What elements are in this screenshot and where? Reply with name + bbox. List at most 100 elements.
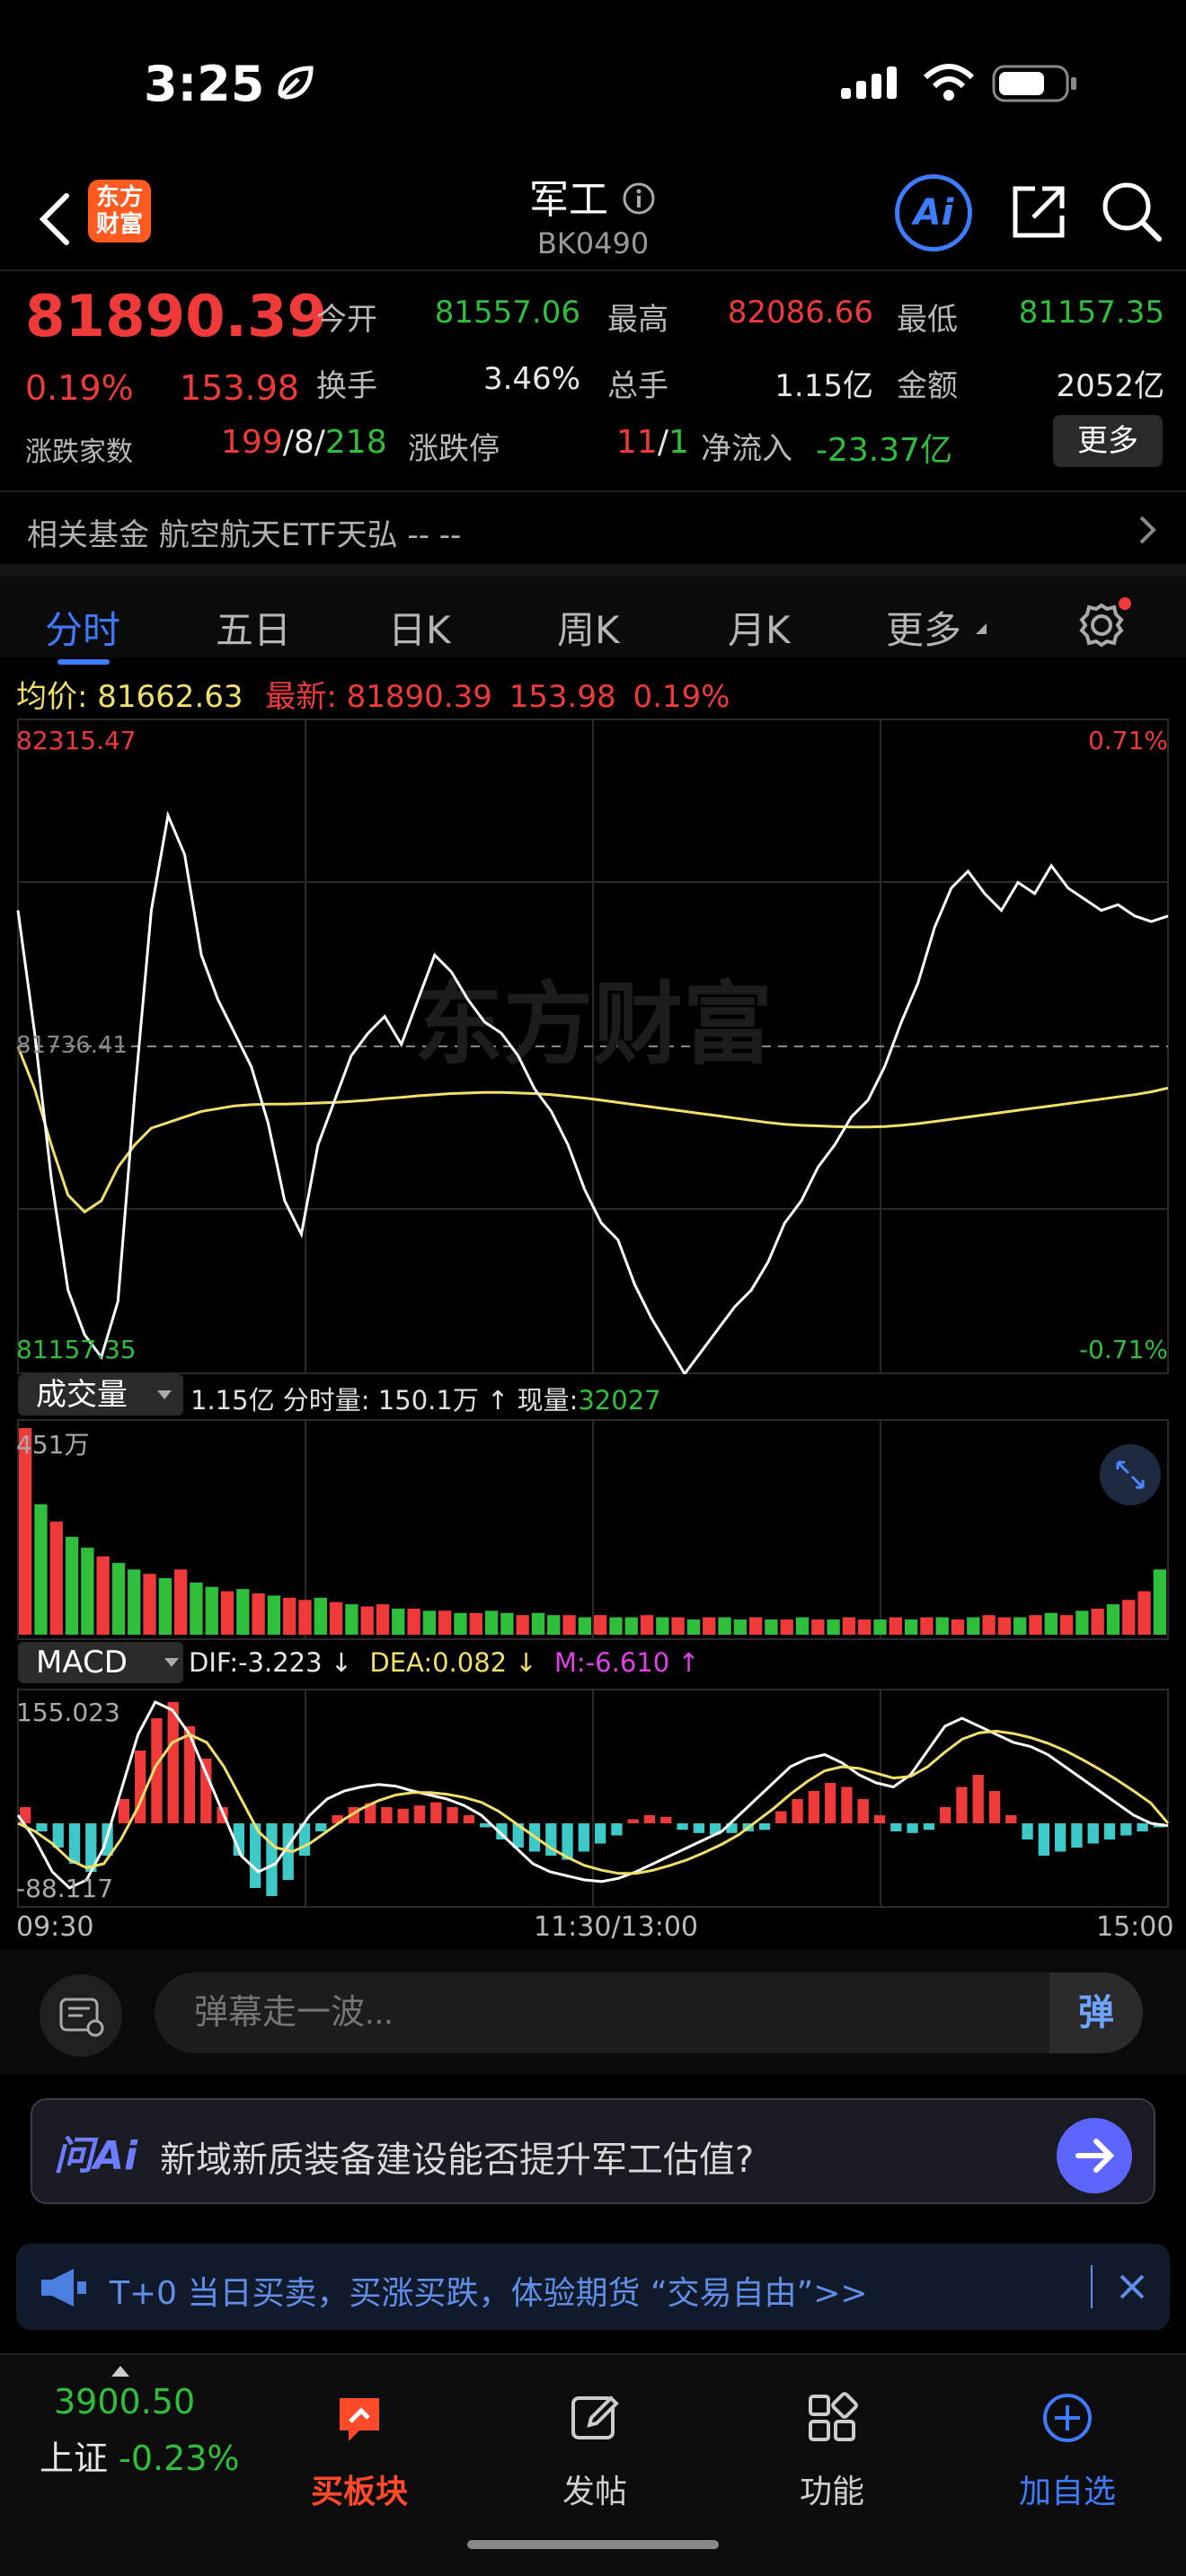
nav-add-watchlist[interactable]: 加自选 [978,2391,1157,2512]
x-label-midday: 11:30/13:00 [534,1911,699,1943]
volume-bar [873,1619,887,1635]
volume-bar [656,1617,669,1635]
tab-monthly-k[interactable]: 月K [728,608,791,652]
volume-max-label: 451万 [16,1430,89,1460]
caret-up-icon [111,2366,129,2377]
share-icon[interactable] [1006,180,1071,244]
ai-button[interactable]: Ai [895,174,972,251]
nav-buy-sector[interactable]: 买板块 [270,2391,449,2512]
volume-indicator-selector[interactable]: 成交量 [18,1374,183,1416]
home-indicator [467,2540,719,2549]
volume-bar [49,1522,63,1635]
tab-five-day[interactable]: 五日 [216,608,292,652]
volume-bar [81,1548,94,1635]
macd-bar [1103,1823,1116,1839]
macd-bar [726,1823,738,1833]
avg-price: 81662.63 [97,679,243,715]
pct-max-label: 0.71% [1088,726,1168,755]
tab-weekly-k[interactable]: 周K [557,608,620,652]
macd-bar [1038,1823,1049,1856]
more-quote-button[interactable]: 更多 [1053,415,1163,467]
volume-bar [718,1617,731,1635]
macd-bar [758,1823,771,1831]
macd-bar [693,1823,704,1833]
macd-bar [233,1823,244,1856]
volume-bar [1044,1612,1058,1635]
macd-bar [1087,1823,1099,1844]
danmu-settings-icon[interactable] [40,1974,122,2057]
macd-max-label: 155.023 [16,1698,120,1727]
index-summary[interactable]: 上证 -0.23% [40,2439,240,2478]
promo-banner[interactable]: T+0 当日买卖，买涨买跌，体验期货 “交易自由”>> [16,2244,1170,2330]
close-icon[interactable] [1114,2269,1150,2305]
volume-bar [842,1617,856,1635]
macd-bar [480,1823,491,1828]
macd-bar [660,1816,672,1823]
macd-bar [988,1791,1001,1823]
volume-bar [173,1569,188,1635]
volume-bar [329,1601,343,1635]
volume-bar [298,1600,312,1635]
volume-bar [376,1604,390,1635]
amount-label: 金额 [897,368,958,404]
volume-bar [748,1617,763,1635]
ask-ai-bar[interactable]: 问Ai 新域新质装备建设能否提升军工估值? [31,2098,1155,2204]
volume-bar [111,1563,126,1635]
netflow-value: -23.37亿 [816,432,953,469]
expand-icon[interactable] [1100,1444,1161,1505]
macd-bar [857,1799,869,1823]
volume-bar [1059,1615,1074,1635]
y-max-label: 82315.47 [16,726,137,755]
macd-bar [1055,1823,1067,1852]
nav-post[interactable]: 发帖 [505,2391,685,2512]
index-value[interactable]: 3900.50 [54,2382,196,2422]
y-mid-label: 81736.41 [16,1032,128,1059]
arrow-right-icon[interactable] [1057,2118,1132,2193]
tab-more[interactable]: 更多 [886,608,962,652]
limit-label: 涨跌停 [408,431,500,467]
breadth-label: 涨跌家数 [25,437,133,468]
search-icon[interactable] [1098,178,1166,246]
volume-bar [686,1619,701,1635]
settings-gear-icon[interactable] [1075,595,1132,652]
intraday-price-chart[interactable]: 东方财富 82315.47 81736.41 81157.35 0.71% -0… [0,719,1186,1374]
macd-bar [167,1702,179,1823]
macd-indicator-selector[interactable]: MACD [18,1642,183,1683]
related-fund-row[interactable]: 相关基金 航空航天ETF天弘 -- -- [0,490,1186,564]
volume-bar [811,1619,825,1635]
volume-bar [904,1619,918,1635]
volume-bar [283,1597,296,1635]
add-circle-icon [1043,2394,1092,2442]
open-label: 今开 [316,302,377,338]
volume-bar [314,1597,327,1635]
ask-ai-logo: 问Ai [54,2133,138,2179]
top-nav: 东方 财富 军工 BK0490 Ai [0,162,1186,271]
macd-bar [397,1808,409,1823]
volume-bar [143,1574,156,1635]
turnover-label: 换手 [316,368,377,404]
volume-bar [562,1615,576,1635]
volume-bar [345,1604,358,1635]
volume-bar [594,1615,607,1635]
x-label-open: 09:30 [16,1911,94,1943]
macd-chart: 155.023 -88.117 [16,1689,1170,1908]
volume-bar [454,1612,467,1635]
danmu-input[interactable] [155,1972,1143,2053]
volume-bar [190,1582,203,1635]
macd-bar [430,1802,442,1823]
volume-bar [703,1617,716,1635]
info-icon[interactable] [621,181,657,216]
volume-bar [422,1610,437,1635]
macd-bar [183,1726,196,1823]
tab-intraday[interactable]: 分时 [45,608,121,652]
total-volume-label: 总手 [607,368,668,404]
macd-bar [1071,1823,1083,1848]
macd-bar [808,1791,819,1823]
macd-bar [825,1783,836,1823]
back-arrow-icon[interactable] [32,183,77,255]
tab-daily-k[interactable]: 日K [388,608,451,652]
volume-bar [920,1617,934,1635]
danmu-send-button[interactable]: 弹 [1049,1972,1143,2053]
nav-functions[interactable]: 功能 [742,2391,922,2512]
avg-price-line [16,1045,1169,1214]
